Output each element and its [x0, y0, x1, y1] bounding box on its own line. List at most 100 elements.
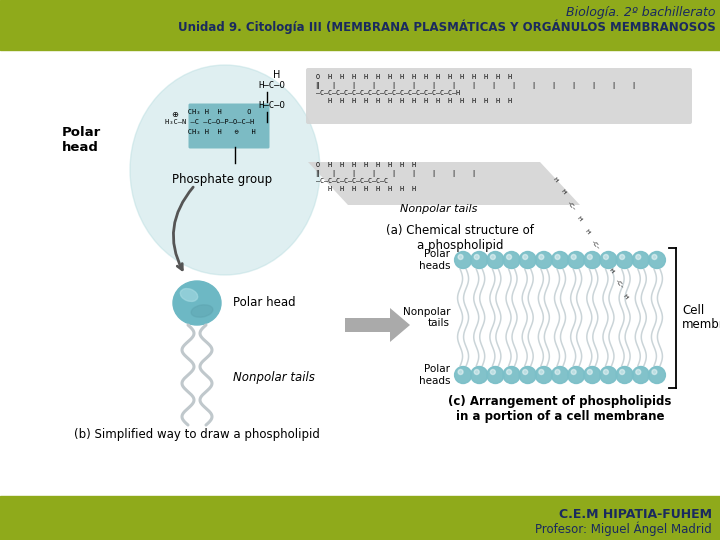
- Circle shape: [519, 252, 536, 268]
- Text: H  H  H  H  H  H  H  H: H H H H H H H H: [316, 186, 416, 192]
- Circle shape: [503, 252, 520, 268]
- Bar: [0, 496, 720, 540]
- Circle shape: [567, 367, 585, 383]
- Text: O  H  H  H  H  H  H  H  H  H  H  H  H  H  H  H  H: O H H H H H H H H H H H H H H H H: [316, 74, 512, 80]
- Circle shape: [649, 252, 665, 268]
- Text: Polar
heads: Polar heads: [418, 249, 450, 271]
- Circle shape: [603, 254, 608, 260]
- FancyBboxPatch shape: [189, 104, 269, 148]
- Bar: [0, 0, 720, 50]
- Circle shape: [454, 252, 472, 268]
- Text: H: H: [608, 268, 614, 274]
- Circle shape: [490, 369, 495, 375]
- Circle shape: [600, 367, 617, 383]
- Ellipse shape: [130, 65, 320, 275]
- Circle shape: [636, 254, 641, 260]
- Text: H: H: [583, 228, 590, 235]
- Circle shape: [539, 254, 544, 260]
- Circle shape: [620, 369, 625, 375]
- Text: (b) Simplified way to draw a phospholipid: (b) Simplified way to draw a phospholipi…: [74, 428, 320, 441]
- Circle shape: [584, 367, 600, 383]
- Circle shape: [555, 254, 560, 260]
- Text: H: H: [559, 188, 567, 195]
- Circle shape: [588, 254, 593, 260]
- Circle shape: [652, 254, 657, 260]
- Text: Biología. 2º bachillerato: Biología. 2º bachillerato: [567, 6, 716, 19]
- Text: Unidad 9. Citología III (MEMBRANA PLASMÁTICAS Y ORGÁNULOS MEMBRANOSOS: Unidad 9. Citología III (MEMBRANA PLASMÁ…: [179, 19, 716, 33]
- Text: Polar
head: Polar head: [62, 126, 102, 154]
- Ellipse shape: [191, 305, 213, 317]
- Text: Nonpolar tails: Nonpolar tails: [400, 204, 477, 214]
- Circle shape: [519, 367, 536, 383]
- Text: Nonpolar tails: Nonpolar tails: [233, 370, 315, 383]
- Text: H  H  H  H  H  H  H  H  H  H  H  H  H  H  H  H: H H H H H H H H H H H H H H H H: [316, 98, 512, 104]
- Ellipse shape: [180, 288, 198, 301]
- Text: Cell
membrane: Cell membrane: [682, 303, 720, 332]
- Circle shape: [588, 369, 593, 375]
- Text: ‖   |    |    |    |    |    |    |    |    |    |    |    |    |    |    |    |: ‖ | | | | | | | | | | | | | | | |: [316, 82, 636, 89]
- Text: Polar head: Polar head: [233, 295, 296, 308]
- Circle shape: [474, 369, 480, 375]
- Circle shape: [536, 252, 552, 268]
- Text: Polar
heads: Polar heads: [418, 364, 450, 386]
- Circle shape: [503, 367, 520, 383]
- Circle shape: [616, 252, 633, 268]
- Text: H–C–O: H–C–O: [258, 101, 285, 110]
- Text: Nonpolar
tails: Nonpolar tails: [402, 307, 450, 328]
- Circle shape: [490, 254, 495, 260]
- Circle shape: [471, 367, 487, 383]
- Text: H–C–O: H–C–O: [258, 81, 285, 90]
- Circle shape: [555, 369, 560, 375]
- Text: Profesor: Miguel Ángel Madrid: Profesor: Miguel Ángel Madrid: [535, 522, 712, 537]
- Circle shape: [652, 369, 657, 375]
- Text: H: H: [621, 294, 629, 300]
- Text: H: H: [552, 177, 559, 184]
- Text: H: H: [600, 254, 606, 261]
- Text: H₃C–N –C –C–O–P–O–C–H: H₃C–N –C –C–O–P–O–C–H: [165, 119, 254, 125]
- Text: –C–C–C–C–C–C–C–C–C–C–C–C–C–C–C–C–C–H: –C–C–C–C–C–C–C–C–C–C–C–C–C–C–C–C–C–H: [316, 90, 460, 96]
- Text: –C–: –C–: [590, 239, 600, 251]
- Text: ⊕: ⊕: [171, 110, 178, 119]
- Text: –C–: –C–: [566, 200, 576, 212]
- Circle shape: [552, 367, 569, 383]
- Text: CH₃ H  H   ⊖   H: CH₃ H H ⊖ H: [175, 129, 256, 135]
- Circle shape: [539, 369, 544, 375]
- Circle shape: [632, 367, 649, 383]
- Text: –C–: –C–: [613, 278, 624, 289]
- Circle shape: [474, 254, 480, 260]
- Circle shape: [507, 369, 511, 375]
- Circle shape: [636, 369, 641, 375]
- Text: O  H  H  H  H  H  H  H  H: O H H H H H H H H: [316, 162, 416, 168]
- Text: Phosphate group: Phosphate group: [172, 173, 272, 186]
- Text: CH₃ H  H      O: CH₃ H H O: [175, 109, 251, 115]
- Circle shape: [454, 367, 472, 383]
- Circle shape: [584, 252, 600, 268]
- Circle shape: [458, 254, 463, 260]
- Text: –C–C–C–C–C–C–C–C–C: –C–C–C–C–C–C–C–C–C: [316, 178, 388, 184]
- Circle shape: [458, 369, 463, 375]
- Circle shape: [571, 369, 576, 375]
- Circle shape: [536, 367, 552, 383]
- Text: C.E.M HIPATIA-FUHEM: C.E.M HIPATIA-FUHEM: [559, 508, 712, 521]
- Circle shape: [487, 252, 504, 268]
- Circle shape: [603, 369, 608, 375]
- Ellipse shape: [173, 281, 221, 325]
- Polygon shape: [308, 162, 580, 205]
- Circle shape: [523, 369, 528, 375]
- Circle shape: [552, 252, 569, 268]
- Text: H: H: [575, 215, 582, 222]
- Circle shape: [471, 252, 487, 268]
- Circle shape: [523, 254, 528, 260]
- Circle shape: [571, 254, 576, 260]
- Circle shape: [567, 252, 585, 268]
- Text: ‖   |    |    |    |    |    |    |    |: ‖ | | | | | | | |: [316, 170, 476, 177]
- Text: (c) Arrangement of phospholipids
in a portion of a cell membrane: (c) Arrangement of phospholipids in a po…: [449, 395, 672, 423]
- Circle shape: [632, 252, 649, 268]
- Text: (a) Chemical structure of
a phospholipid: (a) Chemical structure of a phospholipid: [386, 224, 534, 252]
- Polygon shape: [345, 308, 410, 342]
- Circle shape: [487, 367, 504, 383]
- Circle shape: [649, 367, 665, 383]
- FancyBboxPatch shape: [306, 68, 692, 124]
- Circle shape: [600, 252, 617, 268]
- Circle shape: [616, 367, 633, 383]
